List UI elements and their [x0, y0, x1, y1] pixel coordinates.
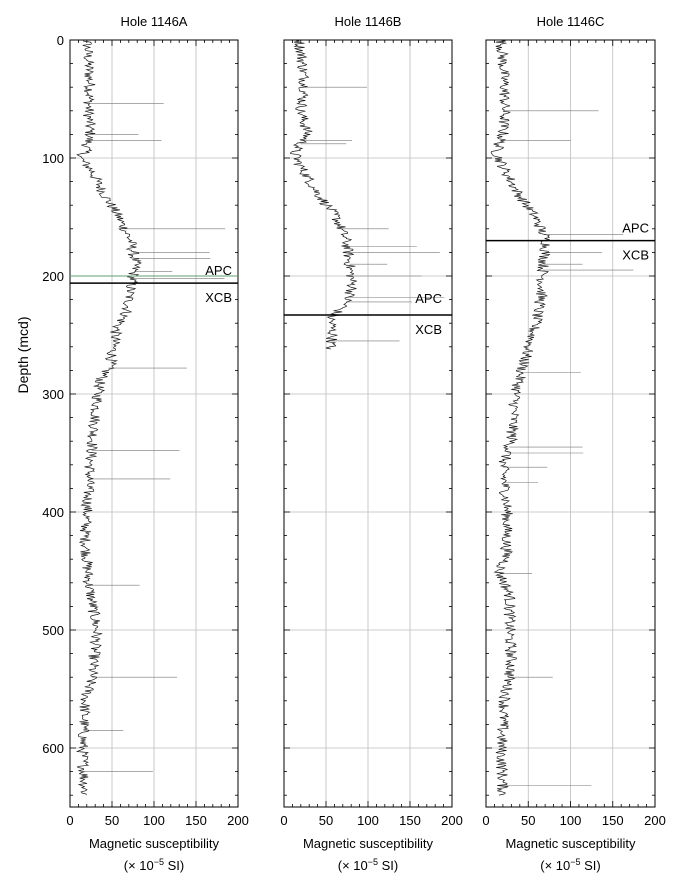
x-axis-units: (× 10−5 SI) [540, 857, 601, 873]
x-axis-units: (× 10−5 SI) [338, 857, 399, 873]
x-tick-label: 150 [602, 813, 624, 828]
susceptibility-line [490, 39, 551, 796]
x-tick-label: 150 [185, 813, 207, 828]
xcb-label: XCB [205, 290, 232, 305]
y-axis-label: Depth (mcd) [15, 316, 31, 393]
x-tick-label: 150 [399, 813, 421, 828]
x-tick-label: 0 [482, 813, 489, 828]
y-tick-label: 200 [42, 269, 64, 284]
x-axis-label: Magnetic susceptibility [89, 836, 220, 851]
y-tick-label: 600 [42, 741, 64, 756]
y-tick-label: 400 [42, 505, 64, 520]
x-tick-label: 0 [66, 813, 73, 828]
x-tick-label: 200 [644, 813, 666, 828]
y-tick-label: 0 [57, 33, 64, 48]
x-tick-label: 100 [357, 813, 379, 828]
apc-label: APC [415, 291, 442, 306]
x-tick-label: 50 [105, 813, 119, 828]
x-axis-label: Magnetic susceptibility [505, 836, 636, 851]
panel-1: Hole 1146A 0 50 100 150 200 0 100 200 300 400 500 60… [42, 14, 249, 873]
panel-title: Hole 1146C [537, 14, 605, 29]
xcb-label: XCB [622, 248, 649, 263]
x-tick-label: 100 [143, 813, 165, 828]
apc-label: APC [622, 221, 649, 236]
x-tick-label: 200 [441, 813, 463, 828]
x-tick-label: 100 [560, 813, 582, 828]
x-tick-label: 0 [280, 813, 287, 828]
panel-2: Hole 1146B 0 50 100 150 200 Magnetic susceptib… [280, 14, 462, 873]
susceptibility-line [75, 39, 142, 796]
x-tick-label: 200 [227, 813, 249, 828]
y-tick-label: 100 [42, 151, 64, 166]
apc-label: APC [205, 263, 232, 278]
x-tick-label: 50 [521, 813, 535, 828]
xcb-label: XCB [415, 322, 442, 337]
susceptibility-line [290, 39, 357, 350]
y-tick-label: 300 [42, 387, 64, 402]
x-tick-label: 50 [319, 813, 333, 828]
x-axis-units: (× 10−5 SI) [124, 857, 185, 873]
panel-title: Hole 1146B [335, 14, 402, 29]
x-axis-label: Magnetic susceptibility [303, 836, 434, 851]
panel-3: Hole 1146C 0 50 100 150 200 Magnetic susceptib… [482, 14, 665, 873]
y-tick-label: 500 [42, 623, 64, 638]
panel-title: Hole 1146A [121, 14, 188, 29]
